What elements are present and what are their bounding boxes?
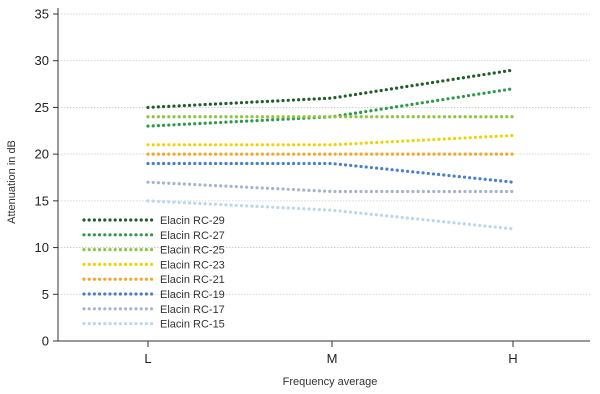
y-tick-label: 35 [35, 7, 49, 22]
y-tick-label: 15 [35, 193, 49, 208]
x-tick-label: L [144, 351, 151, 366]
legend-label: Elacin RC-23 [160, 259, 225, 271]
x-axis-title: Frequency average [283, 376, 378, 388]
series-line-1 [146, 68, 515, 110]
x-tick-label: M [327, 351, 338, 366]
x-tick-label: H [508, 351, 517, 366]
series-line-7 [146, 180, 515, 194]
y-axis-title: Attenuation in dB [6, 140, 18, 224]
legend-label: Elacin RC-21 [160, 274, 225, 286]
y-tick-label: 10 [35, 240, 49, 255]
y-tick-label: 0 [42, 334, 49, 349]
series-layer [146, 68, 515, 231]
legend-label: Elacin RC-27 [160, 230, 225, 242]
legend-label: Elacin RC-19 [160, 289, 225, 301]
y-tick-label: 30 [35, 53, 49, 68]
series-line-6 [146, 161, 515, 184]
series-line-4 [146, 133, 515, 147]
legend-label: Elacin RC-15 [160, 319, 225, 331]
legend-label: Elacin RC-29 [160, 215, 225, 227]
series-line-8 [146, 199, 515, 231]
legend: Elacin RC-29 Elacin RC-27 Elacin RC-25 Elac… [82, 215, 225, 331]
series-line-2 [146, 87, 515, 128]
y-tick-label: 20 [35, 147, 49, 162]
y-tick-label: 25 [35, 100, 49, 115]
legend-label: Elacin RC-25 [160, 245, 225, 257]
legend-label: Elacin RC-17 [160, 304, 225, 316]
y-tick-label: 5 [42, 287, 49, 302]
axes: 0 5 10 15 20 25 30 35 L M H [35, 7, 590, 366]
